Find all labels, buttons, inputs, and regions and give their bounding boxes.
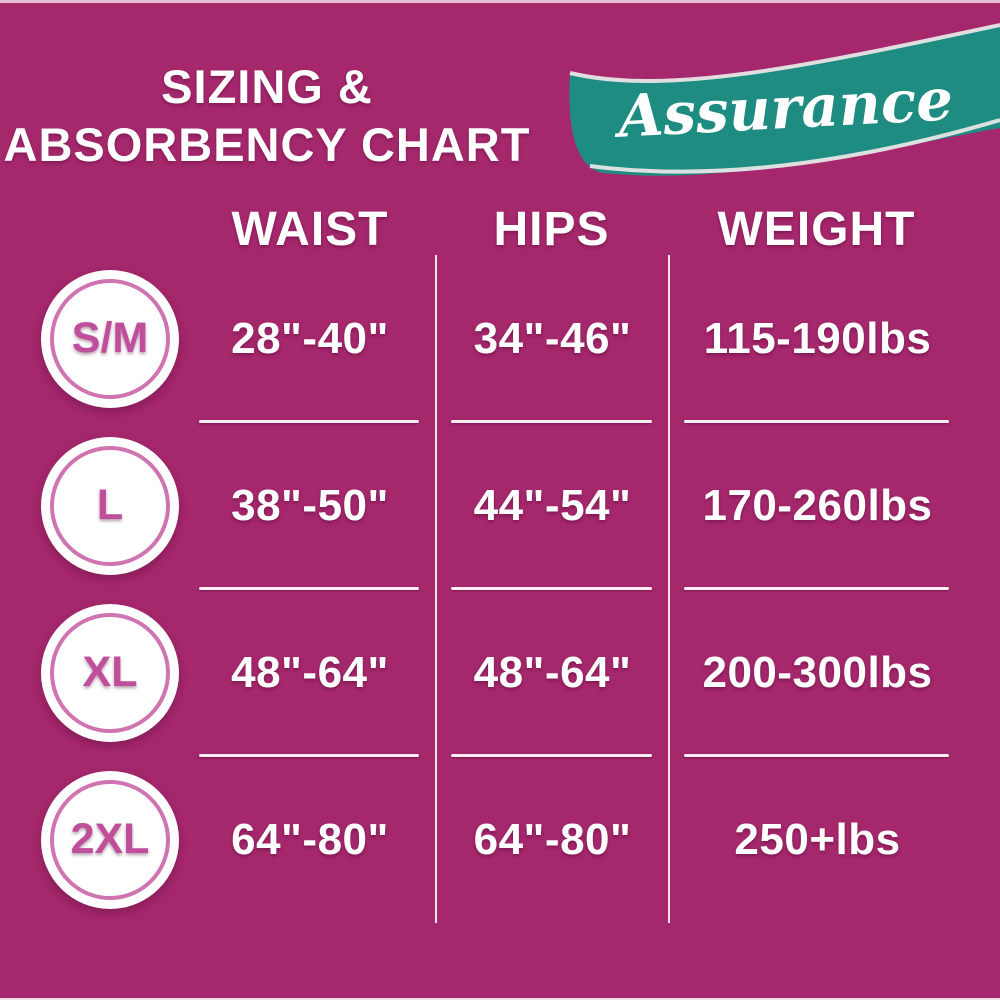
size-badge-l: L <box>41 436 179 575</box>
cell-sm-waist: 28"-40" <box>185 255 435 423</box>
size-badge-ring: 2XL <box>50 779 170 900</box>
table-row-sm-badge-cell: S/M <box>35 255 185 422</box>
ribbon-teal-band <box>569 26 1000 176</box>
table-row-l-badge-cell: L <box>35 422 185 589</box>
size-badge-ring: S/M <box>50 278 170 399</box>
table-row-xl-badge-cell: XL <box>35 589 185 756</box>
page-title: SIZING & ABSORBENCY CHART <box>0 58 534 174</box>
size-badge-label: 2XL <box>70 815 150 863</box>
title-line-2: ABSORBENCY CHART <box>3 118 531 171</box>
table-row-2xl-badge-cell: 2XL <box>35 756 185 923</box>
ribbon-bottom-silver-edge <box>589 118 1000 174</box>
cell-l-waist: 38"-50" <box>185 422 435 590</box>
cell-xl-weight: 200-300lbs <box>668 589 965 757</box>
cell-l-weight: 170-260lbs <box>668 422 965 590</box>
column-header-weight: WEIGHT <box>717 202 916 256</box>
title-line-1: SIZING & <box>161 60 373 113</box>
cell-2xl-weight: 250+lbs <box>668 756 965 923</box>
size-badge-sm: S/M <box>41 269 179 408</box>
cell-sm-hips: 34"-46" <box>435 255 668 423</box>
column-header-hips: HIPS <box>493 202 610 256</box>
size-badge-label: XL <box>82 648 138 696</box>
assurance-logo-ribbon: Assurance <box>558 16 1000 181</box>
size-badge-label: S/M <box>71 314 149 362</box>
size-badge-2xl: 2XL <box>41 770 179 909</box>
cell-l-hips: 44"-54" <box>435 422 668 590</box>
cell-2xl-hips: 64"-80" <box>435 756 668 923</box>
size-badge-xl: XL <box>41 603 179 742</box>
cell-sm-weight: 115-190lbs <box>668 255 965 423</box>
size-badge-label: L <box>96 481 124 529</box>
sizing-table: WAIST HIPS WEIGHT S/M 28"-40" 34"-46" 11… <box>35 203 965 923</box>
ribbon-wave-icon: Assurance <box>569 23 1000 176</box>
cell-xl-waist: 48"-64" <box>185 589 435 757</box>
top-edge-line <box>0 0 1000 3</box>
cell-xl-hips: 48"-64" <box>435 589 668 757</box>
size-badge-ring: XL <box>50 612 170 733</box>
size-badge-ring: L <box>50 445 170 566</box>
header-spacer <box>35 203 185 255</box>
bottom-edge-line <box>0 998 1000 1000</box>
column-header-waist: WAIST <box>231 202 389 256</box>
cell-2xl-waist: 64"-80" <box>231 814 389 864</box>
ribbon-top-silver-edge <box>569 23 1000 83</box>
